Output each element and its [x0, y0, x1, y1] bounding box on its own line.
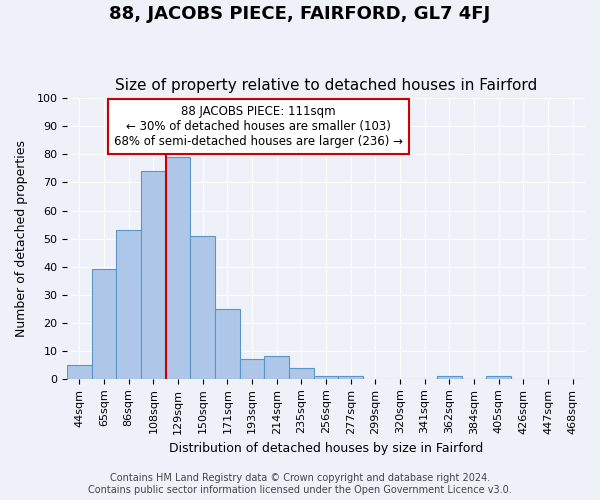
Bar — [141, 172, 166, 379]
Bar — [289, 368, 314, 379]
Bar — [437, 376, 461, 379]
Title: Size of property relative to detached houses in Fairford: Size of property relative to detached ho… — [115, 78, 537, 93]
Bar — [240, 359, 265, 379]
Bar — [265, 356, 289, 379]
Bar — [190, 236, 215, 379]
Y-axis label: Number of detached properties: Number of detached properties — [15, 140, 28, 337]
Bar — [215, 308, 240, 379]
Bar — [487, 376, 511, 379]
Bar — [92, 270, 116, 379]
Text: Contains HM Land Registry data © Crown copyright and database right 2024.
Contai: Contains HM Land Registry data © Crown c… — [88, 474, 512, 495]
Bar — [166, 157, 190, 379]
Text: 88, JACOBS PIECE, FAIRFORD, GL7 4FJ: 88, JACOBS PIECE, FAIRFORD, GL7 4FJ — [109, 5, 491, 23]
Bar — [314, 376, 338, 379]
Bar — [116, 230, 141, 379]
Bar — [67, 365, 92, 379]
Bar — [338, 376, 363, 379]
Text: 88 JACOBS PIECE: 111sqm
← 30% of detached houses are smaller (103)
68% of semi-d: 88 JACOBS PIECE: 111sqm ← 30% of detache… — [114, 106, 403, 148]
X-axis label: Distribution of detached houses by size in Fairford: Distribution of detached houses by size … — [169, 442, 483, 455]
